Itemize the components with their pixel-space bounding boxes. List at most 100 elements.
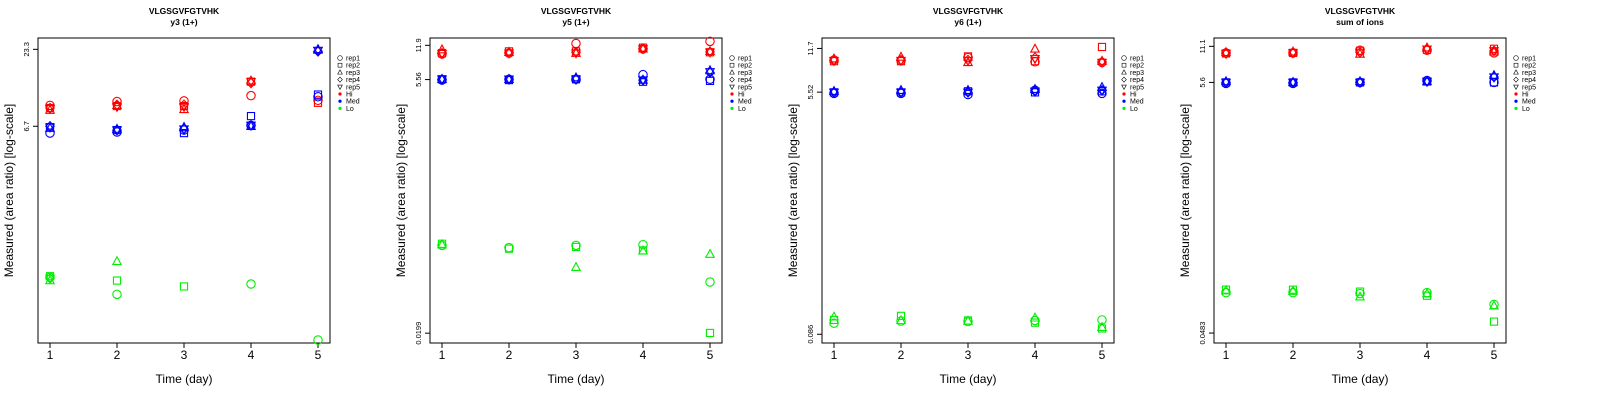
data-point — [1488, 47, 1500, 57]
data-point — [1488, 73, 1500, 83]
y-tick-label: 5.6 — [1198, 77, 1207, 87]
x-tick-label: 4 — [640, 348, 647, 362]
legend-marker — [337, 76, 343, 83]
data-point — [570, 261, 582, 271]
x-tick-label: 1 — [47, 348, 54, 362]
data-point — [111, 255, 123, 266]
data-point — [1220, 78, 1232, 89]
data-point — [828, 311, 840, 321]
legend-color-dot — [730, 99, 734, 103]
y-tick-label: 11.9 — [414, 38, 423, 52]
y-tick-label: 5.52 — [806, 85, 815, 100]
data-point — [571, 242, 581, 252]
legend-marker — [729, 69, 735, 75]
data-point — [638, 239, 648, 250]
legend-label: rep5 — [1130, 84, 1144, 91]
data-point — [1489, 48, 1499, 58]
data-point — [1096, 86, 1108, 97]
x-tick-label: 3 — [1357, 348, 1364, 362]
data-point — [179, 282, 189, 291]
data-point — [111, 102, 123, 113]
data-point — [1029, 55, 1041, 65]
data-point — [895, 88, 907, 99]
legend-color-dot — [1514, 106, 1518, 110]
x-axis-label: Time (day) — [156, 372, 213, 386]
x-tick-label: 2 — [1290, 348, 1297, 362]
legend-marker — [1121, 62, 1127, 68]
legend-color-dot — [338, 99, 342, 103]
data-point — [570, 75, 582, 86]
data-point — [1221, 287, 1231, 298]
legend-label: Hi — [346, 92, 353, 99]
data-point — [571, 38, 581, 49]
legend-marker — [337, 62, 343, 68]
data-point — [313, 92, 323, 102]
data-point — [436, 49, 448, 60]
data-point — [178, 103, 190, 114]
x-tick-label: 1 — [439, 348, 446, 362]
data-point — [1421, 75, 1433, 86]
legend-marker — [729, 84, 735, 90]
x-tick-label: 5 — [315, 348, 322, 362]
x-tick-label: 5 — [1491, 348, 1498, 362]
chart-title: VLGSGVFGTVHK — [1325, 6, 1396, 16]
legend-label: rep3 — [738, 70, 752, 77]
legend-marker — [1513, 69, 1519, 75]
x-tick-label: 3 — [965, 348, 972, 362]
y-tick-label: 0.086 — [806, 325, 815, 344]
legend-label: rep1 — [346, 56, 360, 63]
legend-label: Lo — [346, 106, 354, 113]
data-point — [245, 77, 257, 88]
legend-marker — [1513, 76, 1519, 83]
x-tick-label: 5 — [707, 348, 714, 362]
data-point — [1354, 78, 1366, 89]
data-point — [1354, 48, 1366, 59]
data-point — [1220, 284, 1232, 295]
legend-marker — [1121, 84, 1127, 90]
legend-color-dot — [1514, 99, 1518, 103]
data-point — [503, 73, 515, 83]
x-axis-label: Time (day) — [1332, 372, 1389, 386]
legend-label: rep4 — [738, 77, 752, 84]
x-tick-label: 1 — [831, 348, 838, 362]
legend-label: Med — [1522, 99, 1536, 106]
legend-label: rep3 — [1130, 70, 1144, 77]
y-tick-label: 6.7 — [22, 121, 31, 131]
legend-color-dot — [730, 92, 734, 96]
data-point — [246, 90, 256, 101]
x-tick-label: 2 — [898, 348, 905, 362]
data-point — [704, 248, 716, 258]
data-point — [704, 68, 716, 78]
x-tick-label: 2 — [114, 348, 121, 362]
legend-color-dot — [730, 106, 734, 110]
data-point — [44, 123, 56, 133]
data-point — [1421, 77, 1433, 88]
x-axis-label: Time (day) — [940, 372, 997, 386]
data-point — [570, 49, 582, 59]
legend-color-dot — [338, 106, 342, 110]
legend-marker — [337, 69, 343, 75]
y-tick-label: 0.0199 — [414, 322, 423, 345]
legend-label: Lo — [738, 106, 746, 113]
legend-color-dot — [1122, 106, 1126, 110]
x-axis-label: Time (day) — [548, 372, 605, 386]
legend-marker — [729, 76, 735, 83]
legend-color-dot — [1122, 99, 1126, 103]
data-point — [704, 64, 716, 75]
data-point — [1220, 49, 1232, 60]
legend-label: Hi — [1130, 92, 1137, 99]
legend-label: rep4 — [1130, 77, 1144, 84]
x-tick-label: 3 — [573, 348, 580, 362]
data-point — [962, 88, 974, 99]
y-axis-label: Measured (area ratio) [log-scale] — [786, 104, 800, 277]
legend-label: rep5 — [1522, 84, 1536, 91]
data-point — [1097, 42, 1107, 52]
x-tick-label: 4 — [1424, 348, 1431, 362]
x-tick-label: 1 — [1223, 348, 1230, 362]
data-point — [1287, 76, 1299, 87]
data-point — [895, 51, 907, 61]
legend-label: rep1 — [1130, 56, 1144, 63]
